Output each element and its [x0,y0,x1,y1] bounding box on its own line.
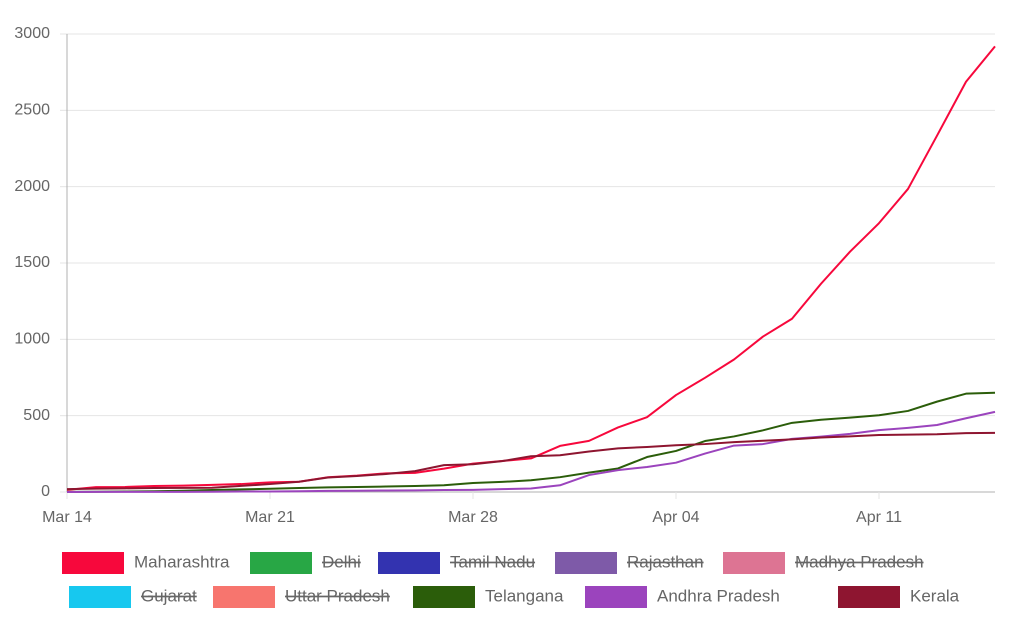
y-tick-label: 500 [23,407,50,424]
legend-item: Telangana [413,586,564,608]
series-line [66,45,996,491]
legend-label: Delhi [322,552,361,571]
series-line [66,391,996,493]
legend-label: Maharashtra [134,552,230,571]
x-tick-label: Mar 21 [245,509,295,526]
legend-item: Tamil Nadu [378,552,535,574]
legend-label: Andhra Pradesh [657,586,780,605]
y-tick-label: 1000 [14,331,50,348]
y-tick-label: 3000 [14,25,50,42]
legend-swatch [413,586,475,608]
legend-swatch [585,586,647,608]
series-line [66,431,996,491]
legend-item: Uttar Pradesh [213,586,390,608]
y-tick-label: 0 [41,483,50,500]
legend-label: Rajasthan [627,552,704,571]
legend-item: Maharashtra [62,552,230,574]
legend-swatch [62,552,124,574]
legend-swatch [69,586,131,608]
x-tick-label: Apr 04 [652,509,699,526]
legend-label: Madhya Pradesh [795,552,924,571]
x-tick-label: Mar 14 [42,509,92,526]
legend-label: Telangana [485,586,564,605]
y-tick-label: 2000 [14,178,50,195]
legend-label: Uttar Pradesh [285,586,390,605]
series-line [66,410,996,493]
legend-label: Gujarat [141,586,197,605]
x-tick-label: Mar 28 [448,509,498,526]
legend-item: Madhya Pradesh [723,552,924,574]
legend-item: Delhi [250,552,361,574]
legend-swatch [723,552,785,574]
legend-swatch [555,552,617,574]
y-tick-label: 1500 [14,254,50,271]
legend-swatch [378,552,440,574]
legend-item: Gujarat [69,586,197,608]
legend-item: Kerala [838,586,960,608]
legend-swatch [838,586,900,608]
legend-label: Kerala [910,586,960,605]
legend-item: Andhra Pradesh [585,586,780,608]
legend-swatch [213,586,275,608]
legend-item: Rajasthan [555,552,704,574]
y-tick-label: 2500 [14,102,50,119]
x-tick-label: Apr 11 [856,509,902,526]
legend-swatch [250,552,312,574]
legend-label: Tamil Nadu [450,552,535,571]
